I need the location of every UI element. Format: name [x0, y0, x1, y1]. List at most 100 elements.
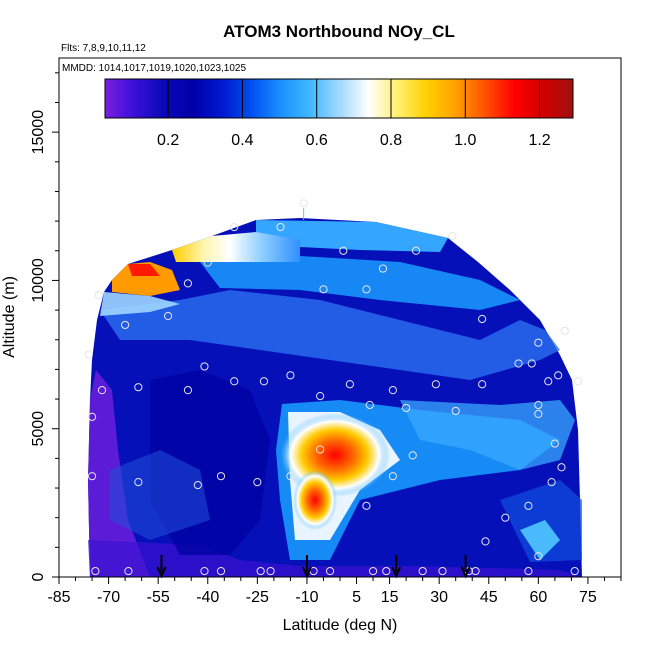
- sample-point: [534, 552, 543, 561]
- sample-point: [557, 463, 566, 472]
- sample-point: [514, 359, 523, 368]
- sample-point: [573, 377, 583, 386]
- y-tick-label: 10000: [30, 258, 47, 303]
- sample-point: [362, 501, 371, 510]
- sample-point: [524, 501, 533, 510]
- sample-point: [183, 279, 193, 288]
- sample-point: [451, 406, 460, 416]
- heatmap-left-tongue-fade: [100, 292, 180, 316]
- sample-points: [84, 199, 583, 576]
- sample-point: [382, 566, 391, 576]
- sample-point: [560, 326, 569, 335]
- sample-point: [345, 380, 355, 389]
- sample-point: [418, 566, 427, 576]
- heatmap-left-tongue-core: [128, 264, 160, 276]
- y-axis-label: Altitude (m): [1, 276, 18, 358]
- sample-point: [544, 377, 553, 386]
- x-tick-label: 5: [352, 589, 361, 606]
- sample-point: [286, 472, 295, 481]
- heatmap-left-low-blue: [110, 450, 210, 540]
- sample-point: [200, 566, 209, 576]
- colorbar-ramp: [104, 78, 574, 119]
- colorbar-tick-label: 0.4: [231, 132, 253, 149]
- sample-point: [448, 231, 457, 241]
- chart-title: ATOM3 Northbound NOy_CL: [223, 22, 455, 41]
- sample-point: [547, 477, 556, 487]
- sample-point: [124, 566, 133, 576]
- heatmap-left-tongue: [112, 262, 180, 296]
- colorbar: 0.2 0.4 0.6 0.8 1.0 1.2: [104, 78, 574, 149]
- sample-point: [378, 264, 388, 273]
- sample-point: [216, 566, 226, 576]
- sample-point: [87, 412, 97, 421]
- sample-point: [438, 566, 447, 576]
- profile-marker-arrowhead: [156, 566, 167, 579]
- sample-point: [325, 566, 335, 576]
- x-tick-label: 75: [579, 589, 597, 606]
- x-tick-label: -25: [246, 589, 269, 606]
- sample-point: [134, 477, 143, 487]
- sample-point: [193, 480, 202, 490]
- sample-point: [183, 386, 193, 395]
- sample-point: [256, 566, 265, 576]
- sample-point: [527, 359, 536, 368]
- sample-point: [91, 566, 100, 576]
- colorbar-tick-label: 1.0: [454, 132, 476, 149]
- sample-point: [286, 371, 295, 380]
- x-tick-label: -10: [295, 589, 318, 606]
- sample-point: [534, 400, 543, 410]
- x-tick-label: -55: [147, 589, 170, 606]
- sample-point: [388, 472, 397, 481]
- sample-point: [471, 566, 480, 576]
- colorbar-tick-label: 0.2: [157, 132, 179, 149]
- flights-label: Flts: 7,8,9,10,11,12: [61, 43, 146, 54]
- sample-point: [570, 566, 579, 576]
- profile-marker-arrowhead: [302, 566, 312, 579]
- y-tick-label: 0: [30, 572, 47, 581]
- sample-point: [230, 222, 239, 232]
- sample-point: [200, 362, 209, 371]
- colorbar-tick-label: 0.8: [380, 132, 402, 149]
- sample-point: [501, 513, 510, 522]
- y-axis: 0 5000 10000 15000: [30, 72, 59, 581]
- sample-point: [121, 320, 130, 330]
- heatmap-right-band: [400, 400, 575, 470]
- sample-point: [216, 472, 226, 481]
- dates-label: MMDD: 1014,1017,1019,1020,1023,1025: [62, 63, 246, 74]
- heatmap-purple-low: [88, 540, 582, 577]
- sample-point: [411, 246, 421, 255]
- x-tick-label: -85: [47, 589, 70, 606]
- sample-point: [87, 472, 97, 481]
- y-tick-label: 15000: [30, 110, 47, 155]
- colorbar-tick-label: 0.6: [306, 132, 328, 149]
- x-tick-label: 30: [430, 589, 448, 606]
- profile-marker-arrowhead: [391, 566, 402, 579]
- profile-markers: [156, 208, 471, 579]
- y-tick-label: 5000: [30, 411, 47, 447]
- sample-point: [478, 314, 487, 324]
- sample-point: [134, 383, 143, 392]
- sample-point: [478, 380, 487, 389]
- sample-point: [84, 350, 93, 359]
- profile-marker-arrowhead: [460, 566, 471, 579]
- sample-point: [388, 386, 397, 395]
- colorbar-tick-label: 1.2: [528, 132, 550, 149]
- x-tick-label: 60: [529, 589, 547, 606]
- x-tick-label: 45: [480, 589, 498, 606]
- sample-point: [365, 400, 374, 410]
- sample-point: [316, 445, 325, 454]
- x-axis-label: Latitude (deg N): [283, 617, 398, 634]
- heatmap-right-cyan: [520, 520, 560, 560]
- heatmap-right-low: [500, 480, 582, 562]
- sample-point: [97, 386, 107, 395]
- sample-point: [534, 338, 543, 347]
- sample-point: [368, 566, 378, 576]
- sample-point: [534, 409, 543, 418]
- sample-point: [402, 403, 411, 413]
- heatmap-mid-band: [100, 290, 560, 380]
- sample-point: [316, 391, 325, 401]
- heatmap-plume-lower: [293, 470, 337, 530]
- sample-point: [299, 199, 308, 208]
- sample-point: [319, 285, 328, 294]
